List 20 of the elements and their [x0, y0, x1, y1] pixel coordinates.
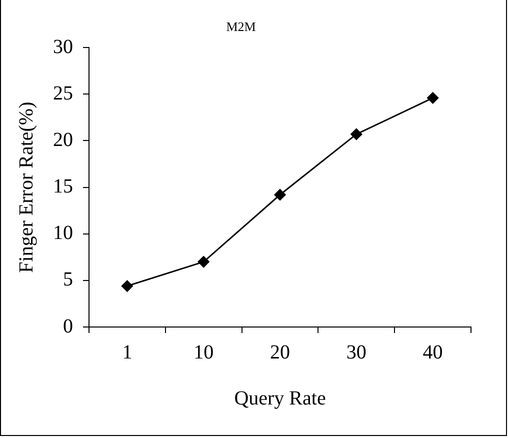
y-tick-label: 25: [53, 82, 73, 104]
chart-title: M2M: [226, 19, 256, 34]
y-tick-label: 20: [53, 128, 73, 151]
y-tick-label: 30: [53, 36, 73, 58]
y-tick-label: 5: [63, 268, 73, 291]
x-axis-title: Query Rate: [234, 387, 326, 410]
x-tick-label: 40: [422, 341, 443, 364]
x-tick-label: 30: [346, 341, 366, 364]
point: [427, 92, 439, 104]
y-tick-label: 10: [53, 222, 73, 244]
y-tick-label: 15: [53, 176, 73, 198]
point: [350, 128, 362, 140]
point: [198, 256, 210, 268]
x-tick-label: 10: [194, 341, 214, 364]
point: [121, 280, 133, 292]
y-axis-title: Finger Error Rate(%): [15, 102, 38, 273]
y-tick-label: 0: [63, 315, 73, 338]
x-tick-label: 20: [270, 341, 290, 364]
point: [274, 189, 286, 200]
x-tick-label: 1: [122, 341, 132, 364]
